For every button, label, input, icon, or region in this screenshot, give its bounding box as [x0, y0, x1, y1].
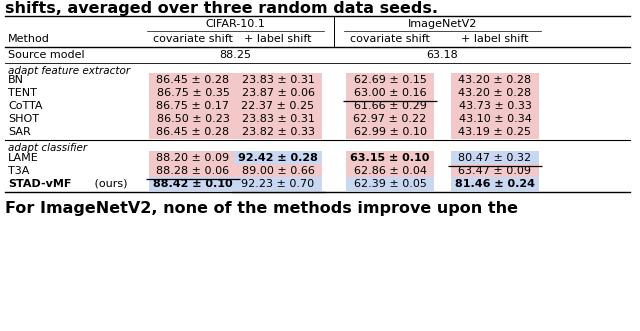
Text: 81.46 ± 0.24: 81.46 ± 0.24 — [455, 179, 535, 189]
Text: + label shift: + label shift — [244, 34, 312, 44]
Bar — [149, 177, 237, 191]
Bar — [234, 125, 322, 139]
Bar — [451, 151, 539, 165]
Text: 86.50 ± 0.23: 86.50 ± 0.23 — [157, 114, 229, 124]
Text: SAR: SAR — [8, 127, 31, 137]
Text: 62.69 ± 0.15: 62.69 ± 0.15 — [353, 75, 426, 85]
Text: 88.28 ± 0.06: 88.28 ± 0.06 — [156, 166, 230, 176]
Text: 62.39 ± 0.05: 62.39 ± 0.05 — [353, 179, 426, 189]
Text: TENT: TENT — [8, 88, 37, 98]
Bar — [451, 112, 539, 126]
Text: 23.83 ± 0.31: 23.83 ± 0.31 — [241, 75, 314, 85]
Text: CoTTA: CoTTA — [8, 101, 42, 111]
Bar — [346, 177, 434, 191]
Text: 88.20 ± 0.09: 88.20 ± 0.09 — [156, 153, 230, 163]
Text: 86.45 ± 0.28: 86.45 ± 0.28 — [156, 127, 230, 137]
Text: adapt classifier: adapt classifier — [8, 143, 87, 153]
Text: STAD-vMF: STAD-vMF — [8, 179, 72, 189]
Text: 63.15 ± 0.10: 63.15 ± 0.10 — [350, 153, 429, 163]
Text: 63.18: 63.18 — [427, 50, 458, 60]
Text: 86.75 ± 0.17: 86.75 ± 0.17 — [157, 101, 230, 111]
Bar — [234, 73, 322, 87]
Text: 62.99 ± 0.10: 62.99 ± 0.10 — [353, 127, 426, 137]
Text: T3A: T3A — [8, 166, 29, 176]
Text: LAME: LAME — [8, 153, 39, 163]
Bar — [346, 151, 434, 165]
Bar — [234, 112, 322, 126]
Text: shifts, averaged over three random data seeds.: shifts, averaged over three random data … — [5, 1, 438, 16]
Text: covariate shift: covariate shift — [153, 34, 233, 44]
Text: SHOT: SHOT — [8, 114, 39, 124]
Text: 22.37 ± 0.25: 22.37 ± 0.25 — [241, 101, 315, 111]
Bar — [346, 164, 434, 178]
Bar — [149, 112, 237, 126]
Text: 63.00 ± 0.16: 63.00 ± 0.16 — [354, 88, 426, 98]
Text: BN: BN — [8, 75, 24, 85]
Text: Source model: Source model — [8, 50, 84, 60]
Bar — [346, 99, 434, 113]
Bar — [346, 125, 434, 139]
Text: Method: Method — [8, 34, 50, 44]
Text: 43.20 ± 0.28: 43.20 ± 0.28 — [458, 88, 532, 98]
Bar — [149, 151, 237, 165]
Bar — [149, 99, 237, 113]
Bar — [346, 86, 434, 100]
Text: 92.42 ± 0.28: 92.42 ± 0.28 — [238, 153, 318, 163]
Text: covariate shift: covariate shift — [350, 34, 430, 44]
Bar — [346, 112, 434, 126]
Text: 61.66 ± 0.29: 61.66 ± 0.29 — [353, 101, 426, 111]
Text: 89.00 ± 0.66: 89.00 ± 0.66 — [241, 166, 314, 176]
Text: 62.97 ± 0.22: 62.97 ± 0.22 — [353, 114, 427, 124]
Bar — [149, 86, 237, 100]
Text: 88.42 ± 0.10: 88.42 ± 0.10 — [153, 179, 233, 189]
Bar — [346, 73, 434, 87]
Text: 86.75 ± 0.35: 86.75 ± 0.35 — [157, 88, 229, 98]
Text: + label shift: + label shift — [461, 34, 529, 44]
Text: (ours): (ours) — [91, 179, 127, 189]
Bar — [451, 86, 539, 100]
Bar — [234, 177, 322, 191]
Bar — [234, 151, 322, 165]
Text: 23.87 ± 0.06: 23.87 ± 0.06 — [241, 88, 314, 98]
Bar — [234, 86, 322, 100]
Bar — [451, 164, 539, 178]
Text: 43.20 ± 0.28: 43.20 ± 0.28 — [458, 75, 532, 85]
Text: 86.45 ± 0.28: 86.45 ± 0.28 — [156, 75, 230, 85]
Text: 43.19 ± 0.25: 43.19 ± 0.25 — [458, 127, 531, 137]
Bar — [234, 164, 322, 178]
Text: ImageNetV2: ImageNetV2 — [408, 19, 477, 29]
Bar — [451, 99, 539, 113]
Text: 23.83 ± 0.31: 23.83 ± 0.31 — [241, 114, 314, 124]
Bar — [451, 73, 539, 87]
Bar — [234, 99, 322, 113]
Text: For ImageNetV2, none of the methods improve upon the: For ImageNetV2, none of the methods impr… — [5, 202, 518, 216]
Bar — [149, 164, 237, 178]
Text: 80.47 ± 0.32: 80.47 ± 0.32 — [458, 153, 532, 163]
Text: 92.23 ± 0.70: 92.23 ± 0.70 — [241, 179, 315, 189]
Text: 62.86 ± 0.04: 62.86 ± 0.04 — [353, 166, 426, 176]
Bar — [451, 177, 539, 191]
Text: 43.10 ± 0.34: 43.10 ± 0.34 — [459, 114, 531, 124]
Text: CIFAR-10.1: CIFAR-10.1 — [205, 19, 266, 29]
Text: 63.47 ± 0.09: 63.47 ± 0.09 — [458, 166, 531, 176]
Text: 43.73 ± 0.33: 43.73 ± 0.33 — [459, 101, 531, 111]
Text: 23.82 ± 0.33: 23.82 ± 0.33 — [241, 127, 314, 137]
Text: adapt feature extractor: adapt feature extractor — [8, 66, 130, 76]
Bar — [149, 125, 237, 139]
Text: 88.25: 88.25 — [220, 50, 252, 60]
Bar — [149, 73, 237, 87]
Bar — [451, 125, 539, 139]
